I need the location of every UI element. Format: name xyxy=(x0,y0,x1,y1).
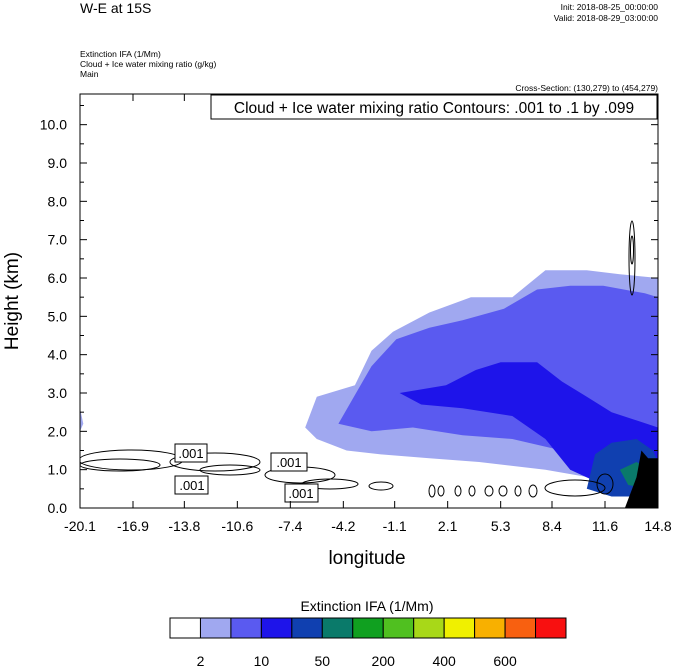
contour-label: .001 xyxy=(284,483,319,503)
x-tick-label: -20.1 xyxy=(64,518,96,534)
colorbar-swatch xyxy=(169,617,201,639)
contour-label-layer: .001 .001 .001 .001 xyxy=(174,443,319,503)
colorbar-swatch xyxy=(230,617,262,639)
contour-line xyxy=(514,485,522,497)
colorbar-swatch xyxy=(321,617,354,639)
y-tick-label: 7.0 xyxy=(48,232,68,248)
extinction-fill-layer xyxy=(80,270,658,508)
contour-line xyxy=(484,485,494,497)
plot-frame xyxy=(79,93,659,509)
y-tick-label: 4.0 xyxy=(48,347,68,363)
x-tick-label: -7.4 xyxy=(278,518,302,534)
x-tick-label: 5.3 xyxy=(491,518,511,534)
contour-line xyxy=(437,485,445,497)
colorbar-swatch xyxy=(413,617,445,639)
colorbar-swatch xyxy=(535,617,567,639)
colorbar: 2 10 50 200 400 600 xyxy=(169,617,567,667)
x-tick-label: -13.8 xyxy=(168,518,200,534)
colorbar-tick-label: 400 xyxy=(432,653,456,667)
colorbar-tick-label: 200 xyxy=(372,653,396,667)
colorbar-swatch xyxy=(504,617,537,639)
plot-title: W-E at 15S xyxy=(80,0,152,16)
field-extinction: Extinction IFA (1/Mm) xyxy=(80,49,161,59)
contour-label-text: .001 xyxy=(178,446,203,461)
valid-time: Valid: 2018-08-29_03:00:00 xyxy=(553,13,658,23)
y-tick-label: 8.0 xyxy=(48,193,68,209)
extinction-region-terrain xyxy=(624,450,658,508)
colorbar-swatch xyxy=(199,617,232,639)
contour-line xyxy=(80,458,161,472)
colorbar-swatch xyxy=(260,617,293,639)
y-tick-label: 5.0 xyxy=(48,308,68,324)
extinction-region-dark xyxy=(399,362,658,485)
y-tick-label: 1.0 xyxy=(48,462,68,478)
axes-layer: -20.1 -16.9 -13.8 -10.6 -7.4 -4.2 -1.1 2.1 5.3 8.… xyxy=(40,94,672,534)
x-tick-label: -4.2 xyxy=(331,518,355,534)
y-tick-label: 2.0 xyxy=(48,423,68,439)
contour-line xyxy=(428,484,436,498)
contour-line xyxy=(544,479,606,497)
contour-label: .001 xyxy=(174,475,209,495)
y-axis-label: Height (km) xyxy=(2,252,23,350)
contour-line xyxy=(368,481,394,491)
init-valid-times: Init: 2018-08-25_00:00:00 Valid: 2018-08… xyxy=(554,2,658,24)
colorbar-tick-label: 50 xyxy=(315,653,331,667)
x-tick-label: 14.8 xyxy=(644,518,671,534)
y-tick-label: 3.0 xyxy=(48,385,68,401)
x-tick-label: -16.9 xyxy=(117,518,149,534)
colorbar-swatch xyxy=(291,617,323,639)
contour-line xyxy=(468,485,476,497)
contour-info-text: Cloud + Ice water mixing ratio Contours:… xyxy=(234,100,634,117)
extinction-region-light-left xyxy=(80,408,84,432)
x-axis-label: longitude xyxy=(328,548,405,569)
contour-line xyxy=(199,464,261,476)
x-tick-label: -10.6 xyxy=(221,518,253,534)
x-tick-label: -1.1 xyxy=(383,518,407,534)
x-tick-label: 11.6 xyxy=(592,518,618,534)
contour-line xyxy=(454,485,462,497)
x-tick-label: 8.4 xyxy=(542,518,562,534)
contour-line xyxy=(628,220,636,296)
colorbar-tick-label: 10 xyxy=(254,653,270,667)
y-tick-label: 0.0 xyxy=(48,500,68,516)
colorbar-swatch xyxy=(352,617,384,639)
colorbar-title: Extinction IFA (1/Mm) xyxy=(300,598,433,614)
contour-line xyxy=(528,484,538,498)
contour-line xyxy=(630,235,634,265)
contour-label-text: .001 xyxy=(179,478,204,493)
contour-label-text: .001 xyxy=(288,486,313,501)
field-main: Main xyxy=(80,69,99,79)
y-tick-label: 9.0 xyxy=(48,155,68,171)
colorbar-swatch xyxy=(474,617,506,639)
contour-line xyxy=(596,473,614,495)
contour-info-box: Cloud + Ice water mixing ratio Contours:… xyxy=(210,94,658,120)
y-tick-label: 10.0 xyxy=(40,117,67,133)
colorbar-swatch xyxy=(382,617,415,639)
contour-label: .001 xyxy=(174,443,208,463)
x-tick-label: 2.1 xyxy=(438,518,458,534)
field-mixing-ratio: Cloud + Ice water mixing ratio (g/kg) xyxy=(80,59,217,69)
contour-label: .001 xyxy=(270,452,308,472)
contour-label-text: .001 xyxy=(276,455,301,470)
field-list: Extinction IFA (1/Mm) Cloud + Ice water … xyxy=(80,49,216,79)
contour-line xyxy=(498,485,508,497)
init-time: Init: 2018-08-25_00:00:00 xyxy=(560,2,658,12)
y-tick-label: 6.0 xyxy=(48,270,68,286)
colorbar-tick-label: 2 xyxy=(197,653,205,667)
cross-section-label: Cross-Section: (130,279) to (454,279) xyxy=(515,83,658,93)
contour-line xyxy=(169,452,261,472)
colorbar-swatch xyxy=(443,617,476,639)
colorbar-tick-label: 600 xyxy=(493,653,517,667)
